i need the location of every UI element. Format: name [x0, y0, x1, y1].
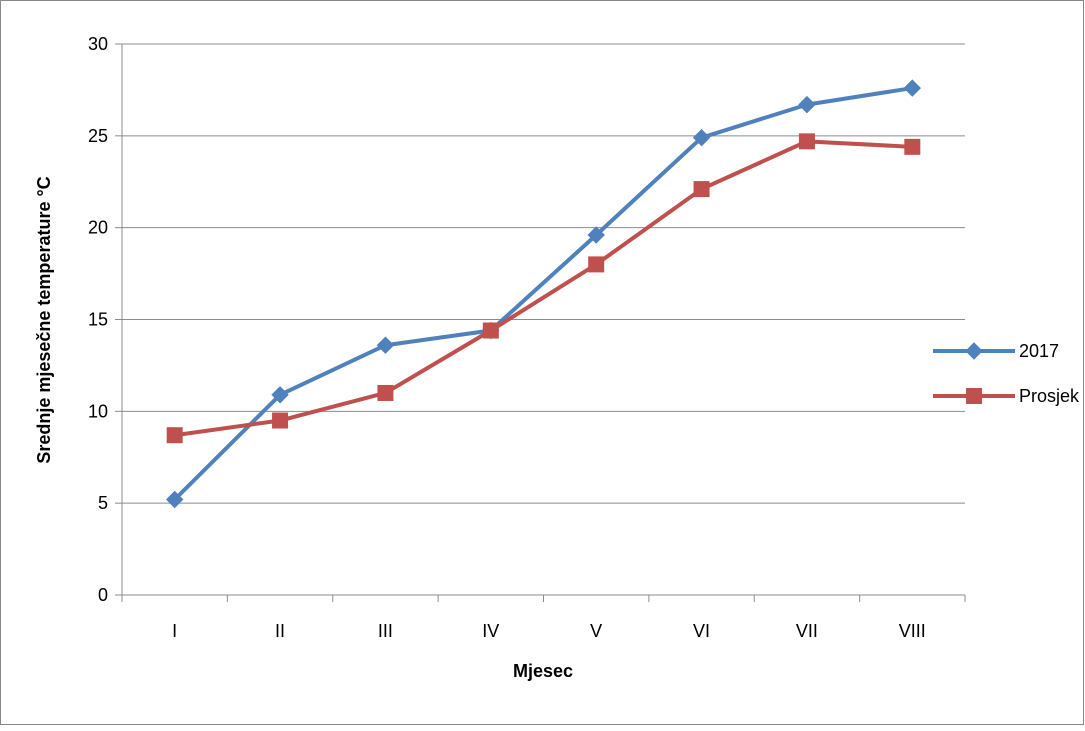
x-tick-label: IV: [482, 621, 499, 641]
data-point: [588, 256, 605, 273]
data-point: [798, 133, 815, 150]
data-point: [692, 128, 711, 147]
x-tick-label: VIII: [899, 621, 926, 641]
legend-label: 2017: [1019, 341, 1059, 361]
data-point: [903, 79, 922, 97]
series-0: [165, 79, 922, 509]
legend-item-0: 2017: [933, 341, 1059, 361]
legend-marker: [966, 388, 982, 404]
y-tick-label: 30: [88, 34, 108, 54]
y-tick-label: 10: [88, 401, 108, 421]
x-tick-label: I: [172, 621, 177, 641]
legend-marker: [965, 342, 983, 360]
data-point: [272, 412, 289, 429]
series-line: [174, 139, 913, 438]
y-axis-title: Srednje mjesečne temperature °C: [34, 176, 54, 463]
y-tick-label: 0: [98, 585, 108, 605]
data-point: [798, 95, 816, 114]
y-tick-label: 20: [88, 218, 108, 238]
series: [165, 79, 922, 509]
x-tick-label: V: [590, 621, 602, 641]
legend-label: Prosjek: [1019, 386, 1080, 406]
data-point: [166, 427, 183, 444]
y-tick-label: 5: [98, 493, 108, 513]
x-tick-label: VII: [796, 621, 818, 641]
data-point: [904, 138, 921, 155]
data-point: [271, 386, 289, 404]
x-tick-label: VI: [693, 621, 710, 641]
data-point: [376, 336, 395, 354]
data-point: [377, 384, 394, 401]
y-tick-label: 25: [88, 126, 108, 146]
legend: 2017 Prosjek: [933, 341, 1080, 406]
data-point: [693, 181, 710, 198]
y-tick-label: 15: [88, 310, 108, 330]
series-1: [166, 133, 921, 444]
x-tick-label: II: [275, 621, 285, 641]
data-point: [482, 322, 499, 339]
x-axis-title: Mjesec: [513, 661, 573, 681]
data-point: [587, 226, 605, 244]
x-tick-label: III: [378, 621, 393, 641]
series-line: [173, 86, 913, 501]
data-point: [165, 490, 184, 509]
legend-item-1: Prosjek: [933, 386, 1080, 406]
